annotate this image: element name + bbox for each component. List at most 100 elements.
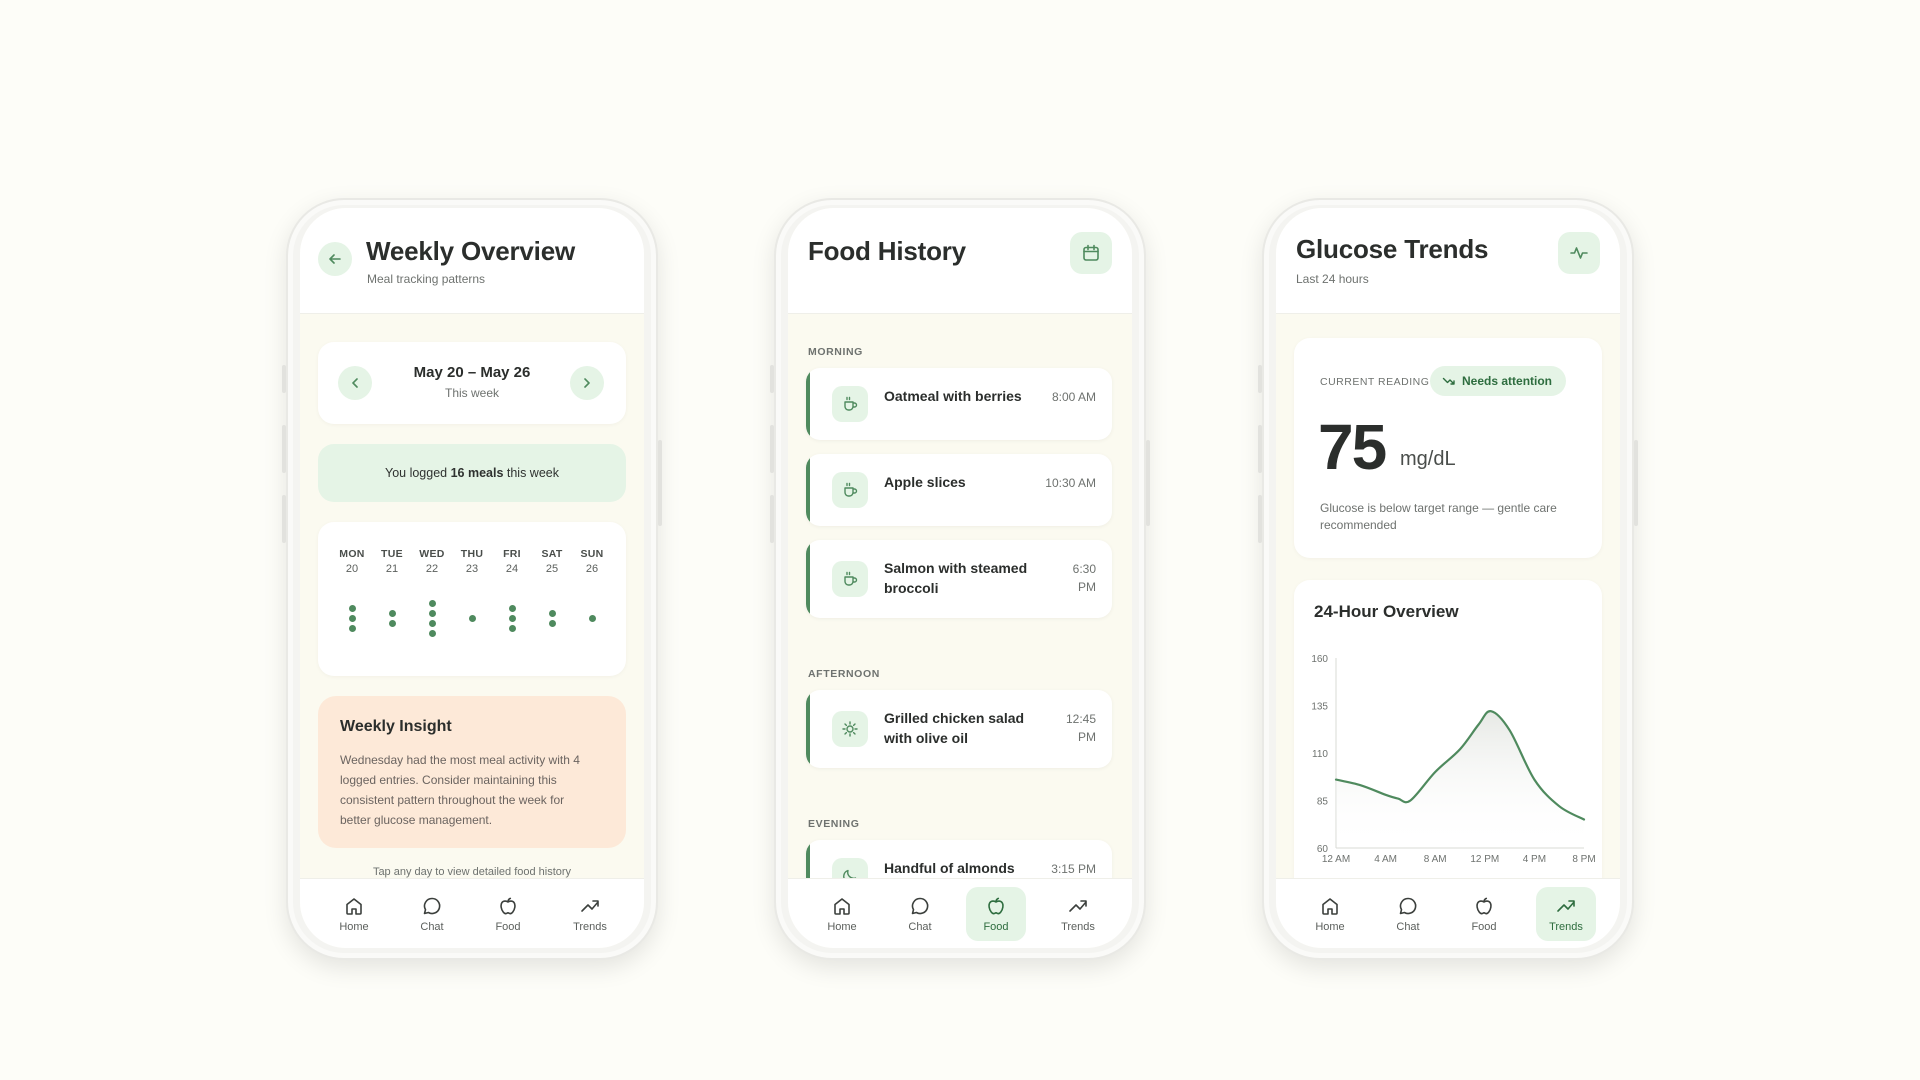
chat-icon (1399, 897, 1417, 915)
tab-home-label: Home (1315, 921, 1345, 933)
y-tick-label: 135 (1311, 702, 1328, 713)
day-column-wed[interactable]: WED 22 (413, 548, 451, 575)
calendar-button[interactable] (1070, 232, 1112, 274)
screen-weekly-overview: Weekly Overview Meal tracking patterns M… (300, 208, 644, 948)
header: Glucose Trends Last 24 hours (1276, 208, 1620, 314)
meal-dot (508, 604, 516, 612)
meal-time: 3:15 PM (1051, 862, 1096, 876)
tab-trends[interactable]: Trends (560, 887, 620, 941)
meal-card[interactable]: Apple slices 10:30 AM (806, 454, 1112, 526)
tab-trends[interactable]: Trends (1536, 887, 1596, 941)
day-number: 21 (385, 563, 399, 575)
meal-dot (428, 629, 436, 637)
day-column-sat[interactable]: SAT 25 (533, 548, 571, 575)
section-morning: MORNING (808, 346, 863, 358)
apple-icon (988, 897, 1004, 915)
bottom-navigation: Home Chat Food Trends (788, 878, 1132, 948)
day-column-tue[interactable]: TUE 21 (373, 548, 411, 575)
section-afternoon: AFTERNOON (808, 668, 880, 680)
page-title: Weekly Overview (366, 236, 575, 266)
meal-dot (388, 619, 396, 627)
insight-body: Wednesday had the most meal activity wit… (340, 753, 580, 827)
glucose-area-fill (1336, 711, 1584, 848)
apple-icon (1476, 897, 1492, 915)
screen-glucose-trends: Glucose Trends Last 24 hours CURRENT REA… (1276, 208, 1620, 948)
day-number: 23 (465, 563, 479, 575)
meal-time: 10:30 AM (1045, 476, 1096, 490)
meal-card[interactable]: Salmon with steamed broccoli 6:30 PM (806, 540, 1112, 618)
meal-count: 16 meals (450, 466, 504, 480)
week-selector: May 20 – May 26 This week (318, 342, 626, 424)
day-number: 25 (545, 563, 559, 575)
tab-trends-label: Trends (1549, 921, 1583, 933)
meal-name: Grilled chicken salad with olive oil (884, 710, 1025, 746)
tab-home[interactable]: Home (324, 887, 384, 941)
tab-food-label: Food (495, 921, 521, 933)
meal-time: 8:00 AM (1051, 390, 1096, 404)
tab-chat[interactable]: Chat (1378, 887, 1438, 941)
meal-dot (428, 619, 436, 627)
status-badge: Needs attention (1430, 366, 1567, 396)
page-title: Food History (808, 236, 966, 266)
day-column-thu[interactable]: THU 23 (453, 548, 491, 575)
tab-chat[interactable]: Chat (890, 887, 950, 941)
tab-home-label: Home (339, 921, 369, 933)
day-column-sun[interactable]: SUN 26 (573, 548, 611, 575)
status-text: Needs attention (1462, 374, 1553, 388)
tab-food-label: Food (983, 921, 1009, 933)
activity-button[interactable] (1558, 232, 1600, 274)
header: Food History (788, 208, 1132, 314)
tab-chat[interactable]: Chat (402, 887, 462, 941)
meal-dot (388, 609, 396, 617)
back-button[interactable] (318, 242, 352, 276)
screen-food-history: Food History MORNING Oatmeal with berrie… (788, 208, 1132, 948)
meal-name: Oatmeal with berries (884, 388, 1022, 404)
tab-trends-label: Trends (573, 921, 607, 933)
bottom-navigation: Home Chat Food Trends (1276, 878, 1620, 948)
meal-dot (468, 614, 476, 622)
day-column-mon[interactable]: MON 20 (333, 548, 371, 575)
meal-name: Apple slices (884, 474, 966, 490)
tab-food[interactable]: Food (478, 887, 538, 941)
y-tick-label: 110 (1312, 749, 1328, 760)
meal-card[interactable]: Grilled chicken salad with olive oil 12:… (806, 690, 1112, 768)
x-tick-label: 12 AM (1322, 854, 1350, 865)
phone-glucose-trends: Glucose Trends Last 24 hours CURRENT REA… (1258, 198, 1638, 960)
home-icon (346, 898, 362, 915)
tab-home[interactable]: Home (1300, 887, 1360, 941)
day-number: 26 (585, 563, 599, 575)
tab-home[interactable]: Home (812, 887, 872, 941)
chevron-left-icon (352, 378, 358, 388)
tab-food[interactable]: Food (966, 887, 1026, 941)
weekly-insight-card: Weekly Insight Wednesday had the most me… (318, 696, 626, 848)
tap-day-hint: Tap any day to view detailed food histor… (372, 866, 572, 878)
chevron-right-icon (584, 378, 590, 388)
trending-up-icon (581, 900, 599, 912)
week-activity-grid: MON 20 TUE 21 WED 22 THU 23 FRI 24 SAT 25 SUN 26 (318, 522, 626, 676)
y-tick-label: 60 (1317, 844, 1329, 855)
x-tick-label: 4 AM (1374, 854, 1397, 865)
section-evening: EVENING (808, 818, 860, 830)
previous-week-button[interactable] (338, 366, 372, 400)
next-week-button[interactable] (570, 366, 604, 400)
day-name: MON (339, 548, 365, 560)
x-tick-label: 12 PM (1470, 854, 1499, 865)
day-number: 20 (345, 563, 359, 575)
sun-icon (842, 721, 858, 737)
banner-text-post: this week (503, 466, 559, 480)
meal-card[interactable]: Oatmeal with berries 8:00 AM (806, 368, 1112, 440)
glucose-value: 75 (1318, 411, 1387, 483)
day-number: 24 (505, 563, 519, 575)
x-tick-label: 8 PM (1572, 854, 1595, 865)
meal-dot (428, 599, 436, 607)
meal-name: Salmon with steamed broccoli (884, 560, 1028, 596)
day-name: THU (460, 548, 484, 560)
tab-trends[interactable]: Trends (1048, 887, 1108, 941)
meal-dot (508, 624, 516, 632)
tab-food[interactable]: Food (1454, 887, 1514, 941)
day-column-fri[interactable]: FRI 24 (493, 548, 531, 575)
page-subtitle: Last 24 hours (1296, 272, 1369, 286)
meals-logged-banner: You logged 16 meals this week (318, 444, 626, 502)
meal-dot (508, 614, 516, 622)
cup-icon (844, 396, 858, 411)
